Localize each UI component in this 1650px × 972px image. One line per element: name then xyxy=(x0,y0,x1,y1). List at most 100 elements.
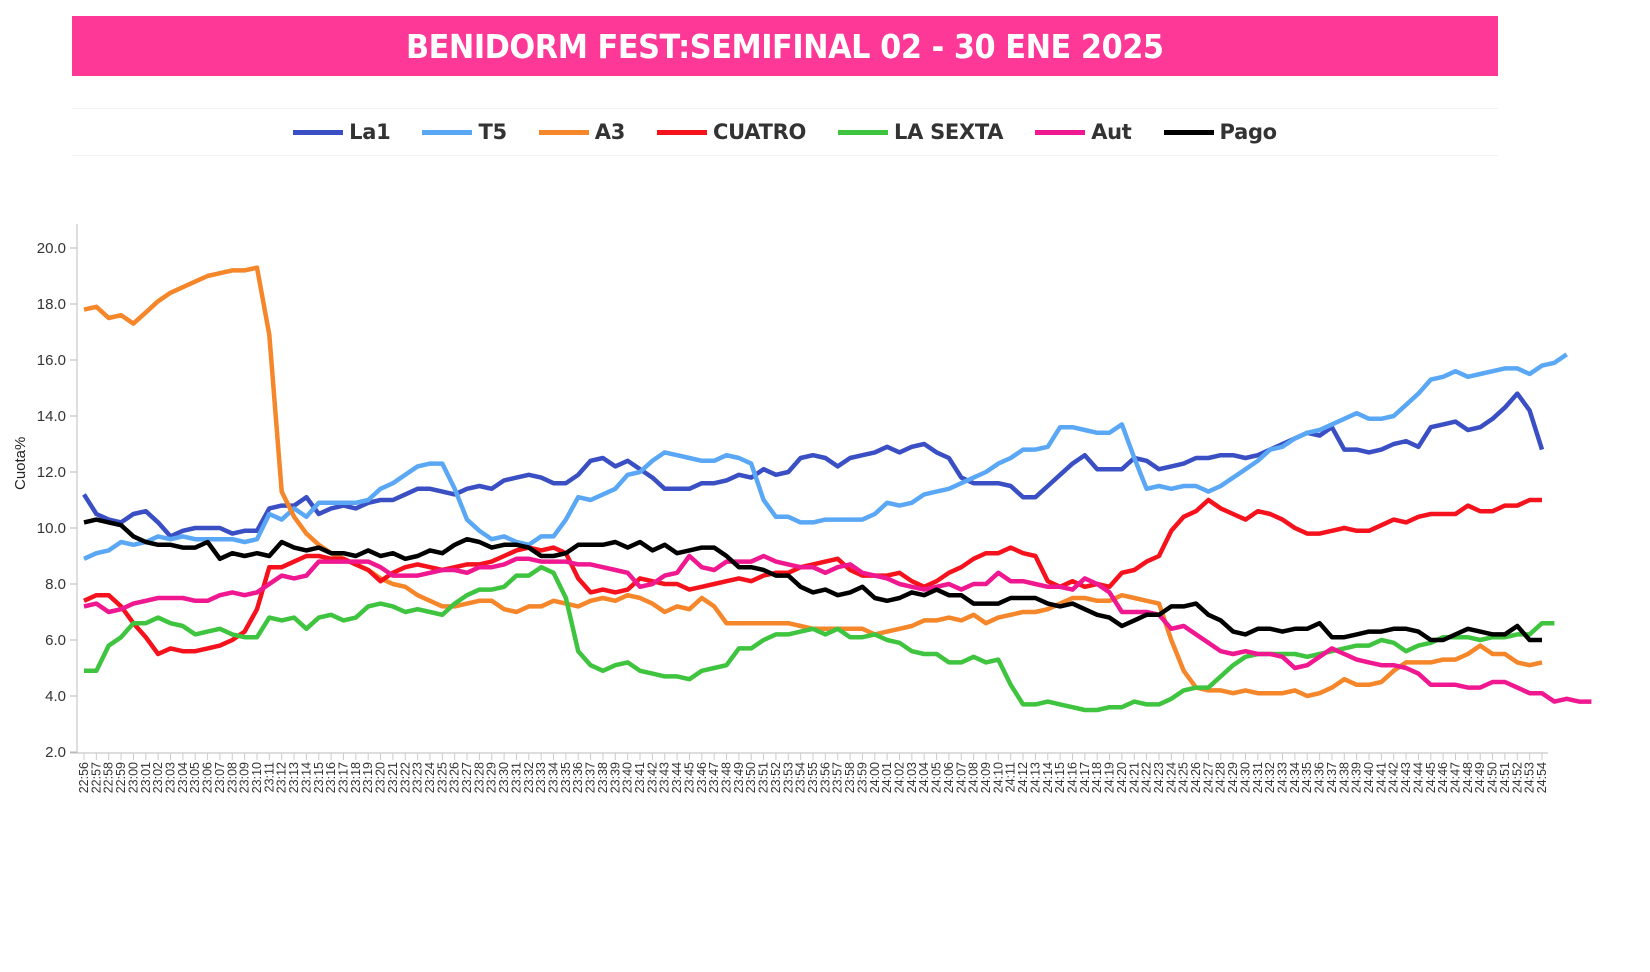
x-tick-label: 24:17 xyxy=(1078,762,1092,793)
x-tick-label: 23:13 xyxy=(287,762,301,793)
y-tick-label: 4.0 xyxy=(45,688,66,705)
x-tick-label: 23:28 xyxy=(472,762,486,793)
y-tick-label: 2.0 xyxy=(45,744,66,761)
y-tick-label: 8.0 xyxy=(45,576,66,593)
x-tick-label: 22:59 xyxy=(114,762,128,793)
x-tick-label: 23:57 xyxy=(831,762,845,793)
x-tick-label: 23:59 xyxy=(855,762,869,793)
x-tick-label: 24:54 xyxy=(1535,762,1549,793)
x-tick-label: 23:12 xyxy=(275,762,289,793)
x-tick-label: 23:41 xyxy=(633,762,647,793)
series-line-t5 xyxy=(83,352,1568,561)
y-axis-title: Cuota% xyxy=(12,436,29,490)
x-tick-label: 24:24 xyxy=(1164,762,1178,793)
x-tick-label: 24:42 xyxy=(1387,762,1401,793)
x-tick-label: 23:27 xyxy=(460,762,474,793)
x-tick-label: 24:30 xyxy=(1238,762,1252,793)
x-tick-label: 23:01 xyxy=(139,762,153,793)
x-tick-label: 23:47 xyxy=(707,762,721,793)
x-tick-label: 23:10 xyxy=(250,762,264,793)
x-tick-label: 24:32 xyxy=(1263,762,1277,793)
chart-title: BENIDORM FEST:SEMIFINAL 02 - 30 ENE 2025 xyxy=(406,26,1164,66)
x-tick-label: 23:37 xyxy=(584,762,598,793)
legend-swatch xyxy=(657,129,708,135)
x-tick-label: 24:34 xyxy=(1288,762,1302,793)
x-tick-label: 23:02 xyxy=(151,762,165,793)
x-tick-label: 24:01 xyxy=(880,762,894,793)
x-tick-label: 23:30 xyxy=(497,762,511,793)
x-tick-label: 23:48 xyxy=(720,762,734,793)
series-line-cuatro xyxy=(83,497,1542,657)
y-tick-label: 18.0 xyxy=(37,296,66,313)
legend-swatch xyxy=(538,129,589,135)
x-tick-label: 23:51 xyxy=(757,762,771,793)
x-tick-label: 23:29 xyxy=(485,762,499,793)
legend-swatch xyxy=(838,129,889,135)
legend-swatch xyxy=(422,129,473,135)
x-tick-label: 23:04 xyxy=(176,762,190,793)
legend-swatch xyxy=(1163,129,1214,135)
legend-label: LA SEXTA xyxy=(894,120,1004,144)
x-tick-label: 23:55 xyxy=(806,762,820,793)
x-tick-label: 24:51 xyxy=(1498,762,1512,793)
legend-label: La1 xyxy=(349,120,391,144)
y-tick-label: 20.0 xyxy=(37,240,66,257)
x-tick-label: 23:07 xyxy=(213,762,227,793)
x-tick-label: 23:49 xyxy=(732,762,746,793)
x-tick-label: 23:20 xyxy=(374,762,388,793)
x-tick-label: 24:52 xyxy=(1510,762,1524,793)
x-tick-label: 24:07 xyxy=(954,762,968,793)
x-tick-label: 23:42 xyxy=(645,762,659,793)
x-tick-label: 24:08 xyxy=(967,762,981,793)
x-tick-label: 24:13 xyxy=(1028,762,1042,793)
x-tick-label: 23:50 xyxy=(744,762,758,793)
x-tick-label: 23:19 xyxy=(361,762,375,793)
x-tick-label: 24:25 xyxy=(1177,762,1191,793)
x-tick-label: 23:14 xyxy=(299,762,313,793)
x-tick-label: 24:11 xyxy=(1004,762,1018,792)
x-tick-label: 24:33 xyxy=(1276,762,1290,793)
y-tick-label: 14.0 xyxy=(37,408,66,425)
x-tick-label: 23:15 xyxy=(312,762,326,793)
x-tick-label: 23:23 xyxy=(411,762,425,793)
x-tick-label: 23:40 xyxy=(621,762,635,793)
series-line-pago xyxy=(83,517,1542,643)
x-tick-label: 23:24 xyxy=(423,762,437,793)
legend-swatch xyxy=(293,129,344,135)
x-tick-label: 23:33 xyxy=(534,762,548,793)
legend-label: A3 xyxy=(594,120,626,144)
x-tick-label: 24:16 xyxy=(1065,762,1079,793)
x-tick-label: 24:29 xyxy=(1226,762,1240,793)
x-tick-label: 24:06 xyxy=(942,762,956,793)
x-tick-label: 23:38 xyxy=(596,762,610,793)
x-tick-label: 23:18 xyxy=(349,762,363,793)
legend-item-a3: A3 xyxy=(538,120,626,144)
x-tick-label: 23:43 xyxy=(658,762,672,793)
x-tick-label: 24:15 xyxy=(1053,762,1067,793)
x-tick-label: 24:43 xyxy=(1399,762,1413,793)
legend-item-la-sexta: LA SEXTA xyxy=(838,120,1004,144)
x-tick-label: 23:36 xyxy=(571,762,585,793)
x-tick-label: 23:34 xyxy=(547,762,561,793)
x-tick-label: 24:27 xyxy=(1201,762,1215,793)
x-tick-label: 23:53 xyxy=(781,762,795,793)
legend-swatch xyxy=(1035,129,1086,135)
x-tick-label: 22:56 xyxy=(77,762,91,793)
legend-item-cuatro: CUATRO xyxy=(657,120,806,144)
x-tick-label: 24:22 xyxy=(1140,762,1154,793)
x-tick-label: 24:36 xyxy=(1313,762,1327,793)
y-tick-label: 16.0 xyxy=(37,352,66,369)
x-tick-label: 23:25 xyxy=(435,762,449,793)
x-tick-label: 23:58 xyxy=(843,762,857,793)
x-tick-label: 23:54 xyxy=(794,762,808,793)
x-tick-label: 24:45 xyxy=(1424,762,1438,793)
x-tick-label: 24:23 xyxy=(1152,762,1166,793)
x-tick-label: 24:26 xyxy=(1189,762,1203,793)
title-banner: BENIDORM FEST:SEMIFINAL 02 - 30 ENE 2025 xyxy=(72,16,1498,76)
series-line-la-sexta xyxy=(84,564,1555,713)
x-tick-label: 23:11 xyxy=(262,762,276,792)
legend-label: CUATRO xyxy=(713,120,807,144)
line-chart: 2.0 4.0 6.0 8.0 10.0 12.0 14.0 16.0 18.0 20.0 22:5… xyxy=(37,224,1592,793)
x-tick-label: 24:35 xyxy=(1300,762,1314,793)
x-tick-label: 23:46 xyxy=(695,762,709,793)
